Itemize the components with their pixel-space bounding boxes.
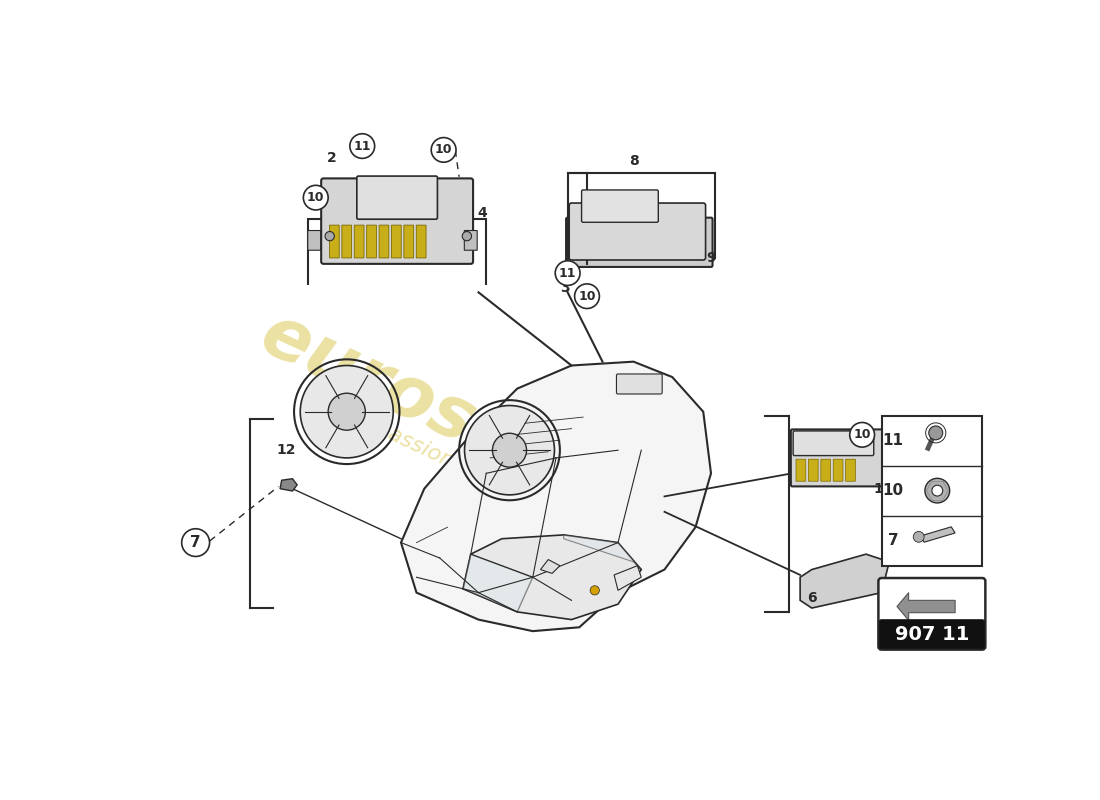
FancyBboxPatch shape bbox=[833, 459, 843, 482]
Text: 7: 7 bbox=[190, 535, 201, 550]
FancyBboxPatch shape bbox=[569, 203, 705, 260]
FancyBboxPatch shape bbox=[392, 225, 402, 258]
Text: eurospares: eurospares bbox=[250, 299, 692, 555]
FancyBboxPatch shape bbox=[404, 225, 414, 258]
FancyBboxPatch shape bbox=[354, 225, 364, 258]
Circle shape bbox=[556, 261, 580, 286]
Text: 12: 12 bbox=[276, 443, 296, 457]
Text: 8: 8 bbox=[628, 154, 638, 169]
FancyBboxPatch shape bbox=[793, 431, 873, 455]
Polygon shape bbox=[463, 554, 532, 612]
FancyBboxPatch shape bbox=[846, 459, 856, 482]
Text: 10: 10 bbox=[307, 191, 324, 204]
FancyBboxPatch shape bbox=[356, 176, 438, 219]
FancyBboxPatch shape bbox=[366, 225, 376, 258]
Text: 1: 1 bbox=[873, 482, 883, 496]
Circle shape bbox=[913, 531, 924, 542]
Text: 2: 2 bbox=[327, 150, 337, 165]
FancyBboxPatch shape bbox=[791, 430, 887, 486]
FancyBboxPatch shape bbox=[330, 225, 339, 258]
Polygon shape bbox=[280, 478, 297, 491]
Text: 10: 10 bbox=[882, 483, 904, 498]
Text: 907 11: 907 11 bbox=[894, 625, 969, 644]
Circle shape bbox=[574, 284, 600, 309]
FancyBboxPatch shape bbox=[582, 190, 658, 222]
Text: 7: 7 bbox=[888, 533, 899, 548]
Circle shape bbox=[590, 586, 600, 595]
Polygon shape bbox=[921, 527, 955, 542]
Text: 11: 11 bbox=[882, 433, 903, 448]
Circle shape bbox=[300, 366, 394, 458]
Circle shape bbox=[304, 186, 328, 210]
Circle shape bbox=[928, 426, 943, 440]
Circle shape bbox=[182, 529, 210, 557]
Circle shape bbox=[925, 478, 949, 503]
Text: 3: 3 bbox=[561, 282, 570, 295]
FancyBboxPatch shape bbox=[796, 459, 806, 482]
Text: 5: 5 bbox=[358, 143, 367, 157]
Circle shape bbox=[464, 406, 554, 495]
Text: a passion for parts since 1965: a passion for parts since 1965 bbox=[353, 409, 667, 569]
Polygon shape bbox=[563, 535, 641, 570]
Polygon shape bbox=[614, 566, 641, 590]
Circle shape bbox=[493, 434, 527, 467]
FancyBboxPatch shape bbox=[566, 218, 713, 267]
Text: 6: 6 bbox=[807, 591, 816, 605]
FancyBboxPatch shape bbox=[342, 225, 352, 258]
FancyBboxPatch shape bbox=[821, 459, 830, 482]
Polygon shape bbox=[540, 559, 560, 574]
Circle shape bbox=[849, 422, 875, 447]
Text: 10: 10 bbox=[579, 290, 596, 302]
FancyBboxPatch shape bbox=[879, 619, 984, 649]
FancyBboxPatch shape bbox=[879, 578, 986, 650]
Circle shape bbox=[431, 138, 456, 162]
Circle shape bbox=[350, 134, 375, 158]
FancyBboxPatch shape bbox=[808, 459, 818, 482]
Polygon shape bbox=[402, 362, 711, 631]
Polygon shape bbox=[463, 535, 641, 619]
FancyBboxPatch shape bbox=[308, 230, 320, 250]
FancyBboxPatch shape bbox=[416, 225, 426, 258]
Circle shape bbox=[328, 394, 365, 430]
FancyBboxPatch shape bbox=[321, 178, 473, 264]
Polygon shape bbox=[800, 554, 889, 608]
Text: 10: 10 bbox=[434, 143, 452, 157]
Text: 4: 4 bbox=[477, 206, 487, 220]
Text: 11: 11 bbox=[353, 139, 371, 153]
Text: 10: 10 bbox=[854, 428, 871, 442]
Circle shape bbox=[326, 231, 334, 241]
FancyBboxPatch shape bbox=[464, 230, 477, 250]
Text: 11: 11 bbox=[559, 266, 576, 280]
Circle shape bbox=[932, 486, 943, 496]
Text: 9: 9 bbox=[706, 250, 716, 265]
FancyBboxPatch shape bbox=[881, 415, 982, 566]
Circle shape bbox=[462, 231, 472, 241]
Polygon shape bbox=[896, 593, 955, 620]
FancyBboxPatch shape bbox=[616, 374, 662, 394]
FancyBboxPatch shape bbox=[379, 225, 388, 258]
